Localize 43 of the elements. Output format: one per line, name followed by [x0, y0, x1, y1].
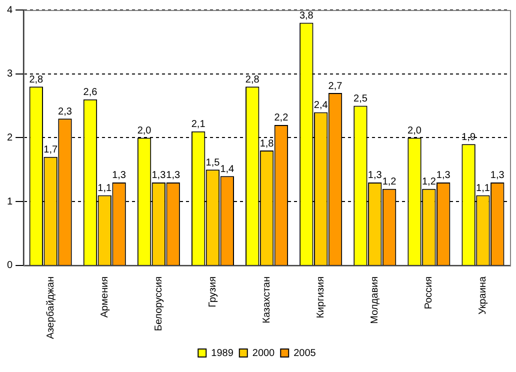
- data-label: 2,4: [314, 100, 328, 111]
- data-label: 1,2: [422, 176, 436, 188]
- data-label: 2,0: [137, 125, 152, 136]
- data-label: 2,3: [58, 106, 72, 118]
- x-tick-label: Казахстан: [262, 276, 273, 324]
- data-label: 1,7: [44, 144, 58, 156]
- data-label: 1,3: [166, 170, 180, 182]
- x-tick-label: Украина: [478, 276, 489, 315]
- data-label: 1,5: [206, 157, 220, 168]
- data-label: 1,4: [220, 164, 235, 175]
- data-label: 1,3: [490, 170, 505, 182]
- data-label: 2,6: [83, 87, 98, 98]
- legend-label: 1989: [211, 348, 234, 359]
- data-label: 2,7: [328, 80, 343, 92]
- data-label: 1,2: [382, 176, 397, 188]
- data-label: 2,5: [354, 94, 368, 105]
- data-label: 1,1: [476, 182, 490, 194]
- y-tick-label: 4: [7, 4, 13, 16]
- data-label: 2,8: [245, 74, 260, 86]
- y-tick-label: 2: [7, 132, 13, 144]
- x-tick-label: Россия: [424, 276, 435, 310]
- data-label: 3,8: [299, 10, 314, 22]
- legend-label: 2005: [294, 348, 316, 359]
- data-label: 1,1: [98, 182, 112, 194]
- legend-label: 2000: [252, 348, 276, 359]
- x-tick-label: Азербайджан: [45, 276, 56, 340]
- data-label: 2,1: [191, 119, 206, 130]
- x-tick-label: Киргизия: [316, 276, 327, 318]
- data-label: 2,2: [274, 112, 289, 124]
- data-label: 1,3: [368, 170, 382, 182]
- data-label: 1,3: [436, 170, 451, 182]
- data-label: 1,8: [260, 138, 274, 150]
- data-label: 1,3: [152, 170, 166, 182]
- x-tick-label: Армения: [99, 276, 110, 318]
- y-tick-label: 0: [7, 260, 13, 272]
- x-tick-label: Молдавия: [370, 276, 381, 324]
- y-tick-label: 3: [7, 68, 13, 80]
- data-label: 2,8: [29, 74, 44, 86]
- x-tick-label: Белоруссия: [153, 276, 164, 332]
- y-tick-label: 1: [7, 196, 13, 208]
- x-tick-label: Грузия: [207, 276, 218, 308]
- data-label: 2,0: [408, 125, 422, 136]
- data-label: 1,3: [112, 170, 126, 182]
